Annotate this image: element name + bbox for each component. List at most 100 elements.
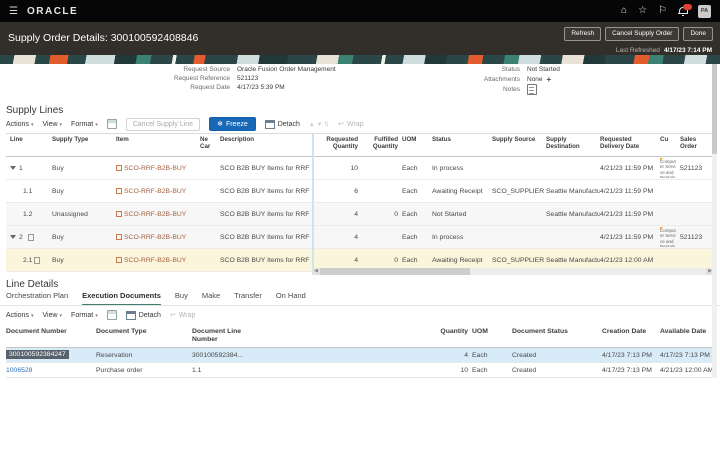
col-uom[interactable]: UOM bbox=[402, 136, 417, 143]
line-details-toolbar: Actions ▾ View ▾ Format ▾ Detach ↩ Wrap bbox=[6, 310, 195, 320]
supply-line-row[interactable]: 1.1 Buy SCO-RRF-B2B-BUY SCO B2B BUY Item… bbox=[6, 180, 714, 203]
supply-line-row[interactable]: 1.2 Unassigned SCO-RRF-B2B-BUY SCO B2B B… bbox=[6, 203, 714, 226]
line-details-header-row: Document Number Document Type Document L… bbox=[6, 326, 714, 348]
scroll-left-icon[interactable]: ◀ bbox=[312, 268, 320, 275]
item-link[interactable]: SCO-RRF-B2B-BUY bbox=[116, 257, 200, 264]
supply-line-row[interactable]: 2 Buy SCO-RRF-B2B-BUY SCO B2B BUY Items … bbox=[6, 226, 714, 249]
expand-collapse-icon[interactable] bbox=[10, 235, 16, 239]
refresh-button[interactable]: Refresh bbox=[564, 27, 602, 41]
notes-icon[interactable] bbox=[527, 84, 537, 95]
page-title: Supply Order Details: 300100592408846 bbox=[8, 32, 199, 44]
notification-badge bbox=[683, 3, 692, 10]
col-customer[interactable]: Cu bbox=[660, 136, 669, 143]
tab-orchestration-plan[interactable]: Orchestration Plan bbox=[6, 291, 69, 300]
view-menu[interactable]: View ▾ bbox=[42, 311, 63, 319]
wrap-button[interactable]: ↩ Wrap bbox=[169, 311, 196, 320]
document-icon bbox=[34, 256, 41, 264]
notifications-bell-icon[interactable] bbox=[678, 3, 692, 16]
chevron-down-icon: ▾ bbox=[95, 121, 98, 128]
item-icon bbox=[116, 211, 122, 217]
col-description[interactable]: Description bbox=[220, 136, 255, 143]
col-creation-date[interactable]: Creation Date bbox=[602, 328, 647, 335]
col-requested-delivery-date[interactable]: Requested Delivery Date bbox=[600, 136, 640, 151]
item-link[interactable]: SCO-RRF-B2B-BUY bbox=[116, 188, 200, 195]
col-supply-type[interactable]: Supply Type bbox=[52, 136, 89, 143]
notes-field: Notes bbox=[442, 84, 537, 95]
tab-make[interactable]: Make bbox=[201, 291, 221, 300]
page-header: Supply Order Details: 300100592408846 Re… bbox=[0, 22, 720, 55]
col-quantity[interactable]: Quantity bbox=[440, 328, 468, 335]
actions-menu[interactable]: Actions ▾ bbox=[6, 120, 34, 128]
col-necar[interactable]: Ne Car bbox=[200, 136, 211, 151]
col-requested-quantity[interactable]: Requested Quantity bbox=[326, 136, 358, 151]
scrollbar-thumb[interactable] bbox=[712, 64, 717, 154]
col-document-number[interactable]: Document Number bbox=[6, 328, 67, 335]
col-supply-source[interactable]: Supply Source bbox=[492, 136, 536, 143]
wrap-icon: ↩ bbox=[338, 121, 345, 128]
execution-document-row-selected[interactable]: 300100592384247 Reservation 300100592384… bbox=[6, 348, 714, 363]
format-menu[interactable]: Format ▾ bbox=[71, 120, 98, 128]
item-link[interactable]: SCO-RRF-B2B-BUY bbox=[116, 165, 200, 172]
col-document-line-number[interactable]: Document Line Number bbox=[192, 328, 242, 343]
col-sales-order[interactable]: Sales Order bbox=[680, 136, 697, 151]
col-status[interactable]: Status bbox=[432, 136, 451, 143]
document-icon bbox=[27, 233, 34, 241]
col-item[interactable]: Item bbox=[116, 136, 129, 143]
scroll-right-icon[interactable]: ▶ bbox=[706, 268, 714, 275]
tab-transfer[interactable]: Transfer bbox=[234, 291, 262, 300]
supply-line-row[interactable]: 1 Buy SCO-RRF-B2B-BUY SCO B2B BUY Items … bbox=[6, 157, 714, 180]
vertical-scrollbar[interactable] bbox=[712, 64, 717, 378]
query-by-example-icon[interactable] bbox=[106, 310, 117, 320]
detach-icon bbox=[264, 119, 275, 129]
request-date-field: Request Date 4/17/23 5:39 PM bbox=[190, 84, 285, 91]
detach-button[interactable]: Detach bbox=[125, 310, 161, 320]
add-attachment-icon[interactable]: + bbox=[546, 75, 552, 84]
tabs-divider bbox=[0, 305, 720, 306]
supply-line-row-selected[interactable]: 2.1 Buy SCO-RRF-B2B-BUY SCO B2B BUY Item… bbox=[6, 249, 714, 272]
request-source-field: Request Source Oracle Fusion Order Manag… bbox=[183, 66, 336, 73]
col-document-status[interactable]: Document Status bbox=[512, 328, 568, 335]
expand-collapse-icon[interactable] bbox=[10, 166, 16, 170]
col-supply-destination[interactable]: Supply Destination bbox=[546, 136, 580, 151]
item-link[interactable]: SCO-RRF-B2B-BUY bbox=[116, 211, 200, 218]
item-link[interactable]: SCO-RRF-B2B-BUY bbox=[116, 234, 200, 241]
done-button[interactable]: Done bbox=[683, 27, 713, 41]
col-available-date[interactable]: Available Date bbox=[660, 328, 707, 335]
customer-cell: Computer Service and Rentals bbox=[660, 158, 676, 178]
cancel-supply-order-button[interactable]: Cancel Supply Order bbox=[605, 27, 680, 41]
supply-lines-toolbar: Actions ▾ View ▾ Format ▾ Cancel Supply Lin… bbox=[6, 117, 364, 131]
line-details-tabs: Orchestration Plan Execution Documents B… bbox=[6, 291, 306, 306]
tab-on-hand[interactable]: On Hand bbox=[275, 291, 306, 300]
favorites-star-icon[interactable]: ☆ bbox=[638, 5, 648, 16]
attachments-field: Attachments None + bbox=[483, 75, 552, 84]
supply-lines-title: Supply Lines bbox=[6, 105, 64, 116]
warning-corner-icon bbox=[660, 158, 663, 161]
hamburger-menu-icon[interactable]: ☰ bbox=[9, 5, 18, 17]
col-line[interactable]: Line bbox=[10, 136, 23, 143]
detach-button[interactable]: Detach bbox=[264, 119, 300, 129]
col-fulfilled-quantity[interactable]: Fulfilled Quantity bbox=[372, 136, 398, 151]
bell-bar bbox=[678, 12, 687, 14]
horizontal-scrollbar[interactable]: ◀ ▶ bbox=[312, 268, 714, 275]
actions-menu[interactable]: Actions ▾ bbox=[6, 311, 34, 319]
query-by-example-icon[interactable] bbox=[106, 119, 117, 129]
document-number-link[interactable]: 1006528 bbox=[6, 366, 33, 374]
tab-execution-documents[interactable]: Execution Documents bbox=[82, 291, 161, 306]
user-avatar[interactable]: PA bbox=[698, 4, 711, 18]
cancel-supply-line-button[interactable]: Cancel Supply Line bbox=[125, 117, 201, 131]
execution-document-row[interactable]: 1006528 Purchase order 1.1 10 Each Creat… bbox=[6, 363, 714, 378]
home-icon[interactable]: ⌂ bbox=[621, 5, 628, 16]
scrollbar-thumb[interactable] bbox=[320, 268, 470, 275]
wrap-button[interactable]: ↩ Wrap bbox=[338, 120, 364, 129]
flag-icon[interactable]: ⚐ bbox=[658, 5, 667, 16]
col-document-type[interactable]: Document Type bbox=[96, 328, 147, 335]
format-menu[interactable]: Format ▾ bbox=[71, 311, 98, 319]
freeze-button[interactable]: ❄ Freeze bbox=[209, 117, 256, 131]
view-menu[interactable]: View ▾ bbox=[42, 120, 63, 128]
line-details-title: Line Details bbox=[6, 279, 59, 290]
freeze-icon: ❄ bbox=[217, 121, 223, 128]
item-icon bbox=[116, 257, 122, 263]
tab-buy[interactable]: Buy bbox=[174, 291, 188, 300]
col-uom[interactable]: UOM bbox=[472, 328, 488, 335]
